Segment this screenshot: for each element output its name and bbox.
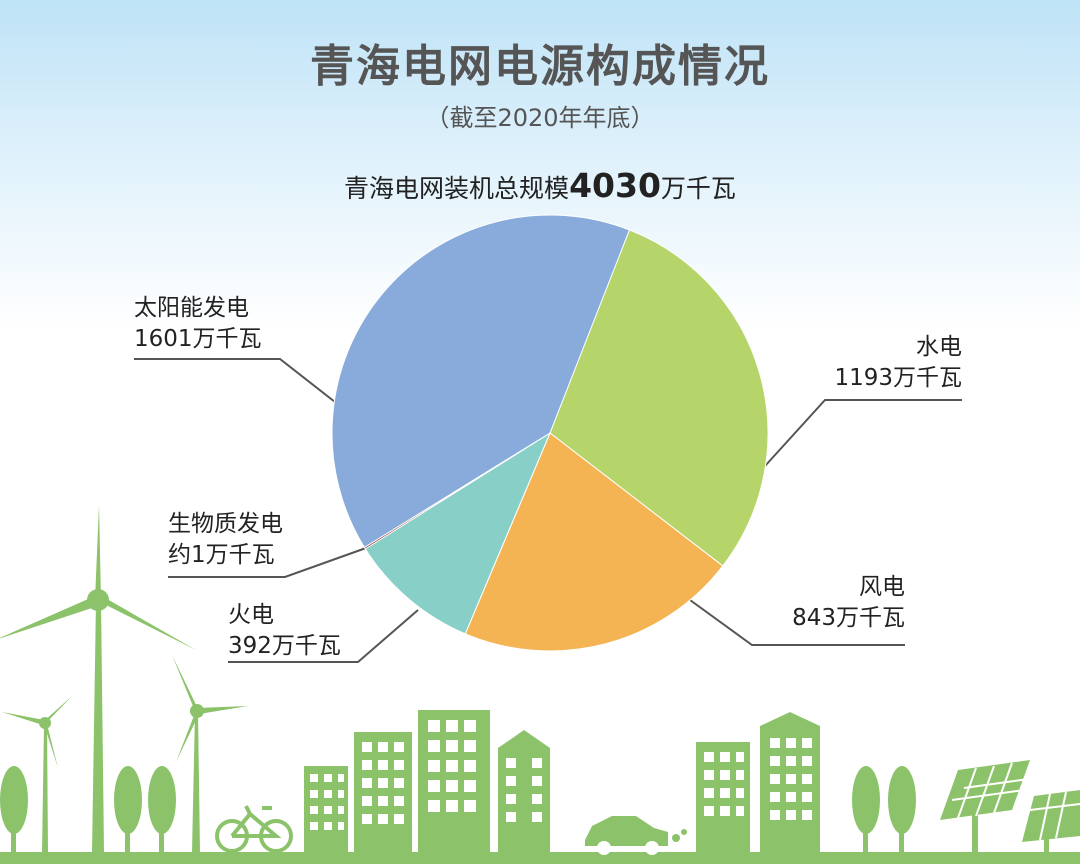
trees-right-icon: [852, 766, 916, 852]
chart-subtitle: （截至2020年年底）: [425, 104, 655, 132]
label-hydro: 水电 1193万千瓦: [762, 332, 962, 394]
total-value: 4030: [569, 166, 661, 205]
wind-turbine-large-icon: [0, 505, 196, 852]
wind-turbine-medium-icon: [172, 655, 248, 852]
leader-line-hydro: [764, 399, 962, 467]
building-windows-right: [704, 738, 812, 820]
total-suffix: 万千瓦: [660, 174, 736, 203]
pie-slice-wind: [464, 432, 724, 652]
buildings-right-icon: [696, 712, 820, 852]
label-solar: 太阳能发电 1601万千瓦: [134, 293, 262, 355]
label-thermal: 火电 392万千瓦: [228, 600, 341, 662]
label-hydro-name: 水电: [916, 334, 962, 360]
label-biomass-name: 生物质发电: [168, 511, 283, 537]
bicycle-icon: [215, 805, 293, 853]
label-thermal-value: 392万千瓦: [228, 633, 341, 659]
total-prefix: 青海电网装机总规模: [344, 174, 570, 203]
pie-slice-thermal: [364, 431, 552, 635]
ground: [0, 852, 1080, 864]
trees-left-icon: [0, 766, 176, 852]
scenery: [0, 505, 1080, 864]
label-biomass-value: 约1万千瓦: [168, 542, 275, 568]
building-windows-left: [310, 720, 542, 830]
total-capacity: 青海电网装机总规模4030万千瓦: [0, 166, 1080, 205]
label-solar-name: 太阳能发电: [134, 295, 249, 321]
solar-panel-grid: [951, 762, 1080, 841]
leader-line-thermal: [228, 609, 419, 663]
leader-lines: [134, 358, 962, 663]
leader-line-biomass: [168, 547, 367, 578]
label-wind: 风电 843万千瓦: [705, 572, 905, 634]
label-solar-value: 1601万千瓦: [134, 326, 262, 352]
pie-slice-hydro: [549, 228, 769, 567]
label-wind-name: 风电: [859, 574, 905, 600]
chart-title: 青海电网电源构成情况: [310, 41, 770, 92]
car-icon: [585, 816, 687, 855]
label-hydro-value: 1193万千瓦: [834, 365, 962, 391]
label-biomass: 生物质发电 约1万千瓦: [168, 509, 283, 571]
wind-turbine-small-icon: [2, 696, 72, 852]
label-wind-value: 843万千瓦: [792, 605, 905, 631]
leader-line-wind: [689, 599, 905, 646]
leader-line-solar: [134, 358, 336, 403]
pie-slice-solar: [331, 214, 631, 549]
pie-slices: [331, 214, 769, 652]
label-thermal-name: 火电: [228, 602, 274, 628]
